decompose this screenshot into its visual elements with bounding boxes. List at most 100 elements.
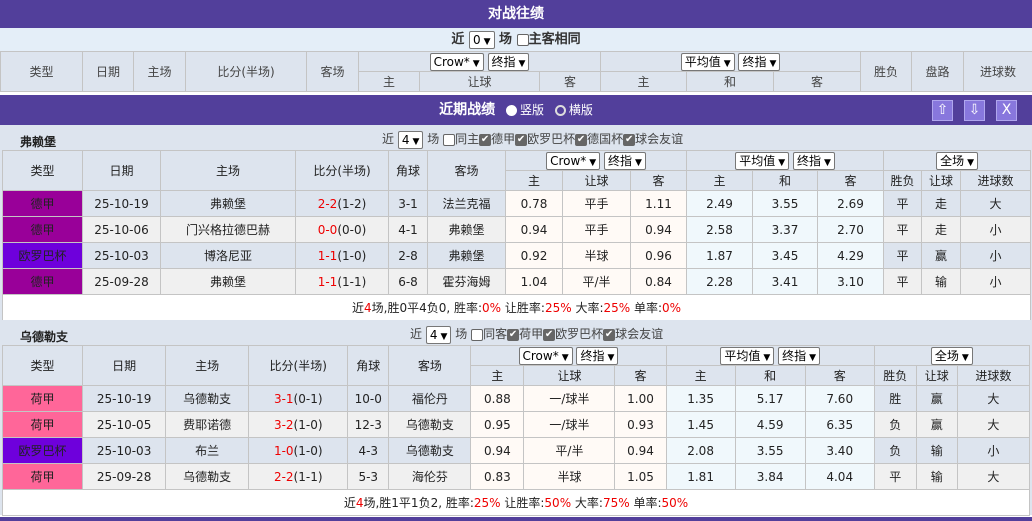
h2h-count-select[interactable]: 0 ▼ xyxy=(468,30,495,49)
score-cell[interactable]: 1-1(1-0) xyxy=(295,242,389,269)
col-home: 主场 xyxy=(160,150,296,191)
avg-selects: 平均值 ▼ 终指 ▼ xyxy=(600,51,862,72)
avg-draw: 3.55 xyxy=(734,437,806,464)
score-cell[interactable]: 3-1(0-1) xyxy=(248,385,349,412)
scope-select-cell: 全场 ▼ xyxy=(873,345,1031,366)
competition-checkbox[interactable]: ✔ xyxy=(479,133,492,146)
odds-away: 0.96 xyxy=(629,242,688,269)
competition-badge[interactable]: 荷甲 xyxy=(1,463,84,490)
h2h-filter-row: 近 0 ▼ 场 主客相同 xyxy=(0,28,1032,51)
score-cell[interactable]: 2-2(1-1) xyxy=(248,463,349,490)
score-cell[interactable]: 2-2(1-2) xyxy=(295,190,389,217)
company-select[interactable]: Crow* ▼ xyxy=(518,346,573,365)
move-down-button[interactable]: ⇩ xyxy=(964,100,985,121)
away-team[interactable]: 法兰克福 xyxy=(427,190,506,217)
scope-select[interactable]: 全场 ▼ xyxy=(930,346,973,365)
handicap-result: 输 xyxy=(915,463,958,490)
move-up-button[interactable]: ⇧ xyxy=(932,100,953,121)
avg-kind-select[interactable]: 终指 ▼ xyxy=(792,151,835,170)
same-home-away-checkbox[interactable] xyxy=(516,33,529,46)
avg-select[interactable]: 平均值 ▼ xyxy=(680,52,735,71)
avg-select[interactable]: 平均值 ▼ xyxy=(720,346,775,365)
home-team[interactable]: 弗赖堡 xyxy=(160,268,296,295)
company-select[interactable]: Crow* ▼ xyxy=(429,52,484,71)
competition-checkbox[interactable]: ✔ xyxy=(543,328,556,341)
away-team[interactable]: 乌德勒支 xyxy=(388,437,472,464)
odds-home: 0.83 xyxy=(470,463,525,490)
avg-selects: 平均值 ▼ 终指 ▼ xyxy=(665,345,875,366)
close-button[interactable]: X xyxy=(996,100,1017,121)
competition-checkbox[interactable]: ✔ xyxy=(623,133,636,146)
col-away: 客场 xyxy=(388,345,472,386)
col-ah: 主 xyxy=(665,365,736,386)
competition-checkbox[interactable]: ✔ xyxy=(515,133,528,146)
away-team[interactable]: 霍芬海姆 xyxy=(427,268,506,295)
away-team[interactable]: 福伦丹 xyxy=(388,385,472,412)
home-team[interactable]: 布兰 xyxy=(165,437,250,464)
col-avg-draw: 和 xyxy=(686,71,775,92)
col-date: 日期 xyxy=(82,51,134,92)
competition-checkbox[interactable]: ✔ xyxy=(507,328,520,341)
home-team[interactable]: 乌德勒支 xyxy=(165,463,250,490)
odds-kind-select[interactable]: 终指 ▼ xyxy=(604,151,646,170)
competition-badge[interactable]: 德甲 xyxy=(2,216,83,243)
horizontal-radio[interactable] xyxy=(554,104,566,116)
competition-badge[interactable]: 荷甲 xyxy=(1,411,84,438)
score-cell[interactable]: 1-1(1-1) xyxy=(295,268,389,295)
away-team[interactable]: 乌德勒支 xyxy=(388,411,472,438)
avg-draw: 3.84 xyxy=(734,463,806,490)
avg-kind-select[interactable]: 终指 ▼ xyxy=(778,346,821,365)
competition-badge[interactable]: 德甲 xyxy=(2,268,83,295)
result: 平 xyxy=(873,463,917,490)
result: 胜 xyxy=(873,385,917,412)
handicap-result: 走 xyxy=(921,216,962,243)
company-select[interactable]: Crow* ▼ xyxy=(546,151,601,170)
arrow-up-icon: ⇧ xyxy=(936,102,949,118)
home-team[interactable]: 乌德勒支 xyxy=(165,385,250,412)
score-cell[interactable]: 0-0(0-0) xyxy=(295,216,389,243)
away-team[interactable]: 海伦芬 xyxy=(388,463,472,490)
same-venue-checkbox[interactable] xyxy=(443,133,456,146)
competition-label: 德甲 xyxy=(491,132,516,146)
score-cell[interactable]: 3-2(1-0) xyxy=(248,411,349,438)
competition-badge[interactable]: 欧罗巴杯 xyxy=(1,437,84,464)
same-venue-checkbox[interactable] xyxy=(471,328,484,341)
match-row: 荷甲 25-10-19 乌德勒支 3-1(0-1) 10-0 福伦丹 0.88 … xyxy=(1,385,1031,412)
home-team[interactable]: 博洛尼亚 xyxy=(160,242,296,269)
handicap-result: 赢 xyxy=(921,242,962,269)
competition-checkbox[interactable]: ✔ xyxy=(603,328,616,341)
home-team[interactable]: 门兴格拉德巴赫 xyxy=(160,216,296,243)
avg-kind-select[interactable]: 终指 ▼ xyxy=(738,52,781,71)
odds-home: 0.94 xyxy=(470,437,525,464)
scope-select[interactable]: 全场 ▼ xyxy=(936,151,979,170)
vertical-label: 竖版 xyxy=(519,103,544,117)
odds-kind-select[interactable]: 终指 ▼ xyxy=(487,52,530,71)
odds-away: 0.93 xyxy=(614,411,667,438)
match-row: 欧罗巴杯 25-10-03 博洛尼亚 1-1(1-0) 2-8 弗赖堡 0.92… xyxy=(2,242,1032,269)
vertical-radio[interactable] xyxy=(505,104,517,116)
match-count-select[interactable]: 4 ▼ xyxy=(397,130,424,149)
score-cell[interactable]: 1-0(1-0) xyxy=(248,437,349,464)
col-aa: 客 xyxy=(804,365,875,386)
col-h: 主 xyxy=(505,170,563,191)
competition-badge[interactable]: 德甲 xyxy=(2,190,83,217)
col-pan: 盘路 xyxy=(911,51,965,92)
competition-checkbox[interactable]: ✔ xyxy=(575,133,588,146)
col-aa: 客 xyxy=(817,170,885,191)
same-venue-label: 同客 xyxy=(483,327,508,341)
col-odds-away: 客 xyxy=(538,71,602,92)
odds-kind-select[interactable]: 终指 ▼ xyxy=(576,346,619,365)
competition-label: 球会友谊 xyxy=(615,327,664,341)
avg-away: 4.04 xyxy=(804,463,875,490)
avg-select[interactable]: 平均值 ▼ xyxy=(735,151,790,170)
goals-result: 小 xyxy=(956,437,1031,464)
full-score: 2-2 xyxy=(317,196,338,211)
away-team[interactable]: 弗赖堡 xyxy=(427,242,506,269)
col-odds-home: 主 xyxy=(358,71,420,92)
home-team[interactable]: 弗赖堡 xyxy=(160,190,296,217)
competition-badge[interactable]: 荷甲 xyxy=(1,385,84,412)
home-team[interactable]: 费耶诺德 xyxy=(165,411,250,438)
competition-badge[interactable]: 欧罗巴杯 xyxy=(2,242,83,269)
away-team[interactable]: 弗赖堡 xyxy=(427,216,506,243)
match-count-select[interactable]: 4 ▼ xyxy=(425,325,452,344)
